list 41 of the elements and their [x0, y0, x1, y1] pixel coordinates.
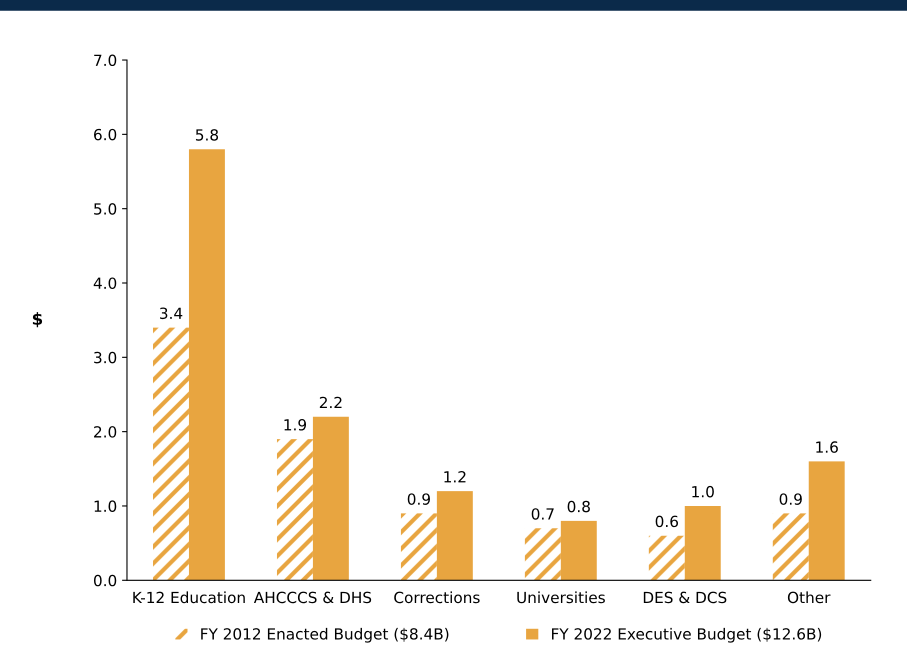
bar	[808, 461, 845, 580]
x-tick-label: Other	[788, 591, 830, 604]
bar	[560, 520, 597, 580]
x-tick-label: Corrections	[394, 591, 480, 604]
bar	[684, 506, 721, 580]
data-label: 0.8	[568, 500, 590, 512]
bar	[153, 328, 189, 580]
x-tick-label: AHCCCS & DHS	[254, 592, 372, 604]
bar	[188, 149, 225, 580]
x-tick-label: Universities	[517, 591, 605, 604]
bar	[524, 528, 561, 580]
bar	[312, 416, 349, 580]
bar	[436, 491, 473, 580]
y-tick-label: 1.0	[94, 500, 116, 512]
y-tick-label: 5.0	[94, 203, 116, 215]
y-axis-title: $	[32, 312, 42, 328]
legend-label: FY 2012 Enacted Budget ($8.4B)	[201, 628, 448, 643]
y-tick-label: 6.0	[94, 128, 116, 140]
data-label: 0.7	[532, 508, 554, 520]
legend-label: FY 2022 Executive Budget ($12.6B)	[552, 628, 822, 643]
data-label: 1.2	[444, 471, 466, 482]
x-tick-label: DES & DCS	[644, 592, 726, 604]
data-label: 2.2	[320, 396, 342, 408]
bar	[648, 536, 685, 580]
x-tick-label: K-12 Education	[133, 591, 245, 604]
y-tick-label: 7.0	[94, 54, 116, 66]
y-tick-label: 3.0	[94, 352, 116, 364]
data-label: 1.0	[692, 486, 714, 498]
data-label: 3.4	[160, 308, 182, 320]
data-label: 0.9	[780, 493, 802, 505]
bar	[772, 513, 809, 580]
y-tick-label: 4.0	[94, 277, 116, 290]
y-tick-label: 2.0	[94, 426, 116, 438]
data-label: 0.9	[408, 493, 430, 505]
y-tick-label: 0.0	[94, 574, 116, 586]
data-label: 5.8	[196, 129, 218, 141]
data-label: 1.6	[816, 441, 838, 453]
bar	[276, 439, 313, 580]
data-label: 0.6	[656, 516, 678, 528]
bar	[400, 513, 437, 580]
data-label: 1.9	[284, 419, 306, 431]
